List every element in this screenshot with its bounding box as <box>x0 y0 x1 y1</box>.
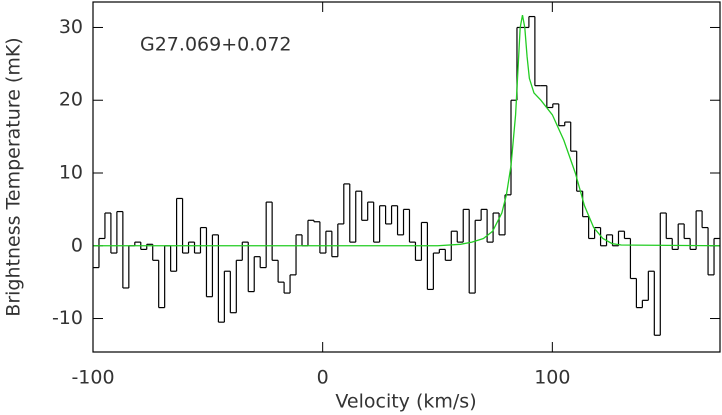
y-tick-label: 30 <box>59 16 83 38</box>
x-tick-label: 100 <box>534 367 570 389</box>
x-axis-label: Velocity (km/s) <box>335 391 476 413</box>
y-axis-label: Brightness Temperature (mK) <box>3 37 25 316</box>
y-tick-label: 20 <box>59 89 83 111</box>
fit-line <box>93 14 720 247</box>
annotation: G27.069+0.072 <box>140 34 292 56</box>
plot-area <box>93 14 720 336</box>
x-tick-label: -100 <box>71 367 114 389</box>
y-tick-label: -10 <box>52 307 83 329</box>
plot-frame <box>92 1 721 353</box>
x-tick-label: 0 <box>317 367 329 389</box>
y-tick-label: 10 <box>59 161 83 183</box>
y-tick-label: 0 <box>71 234 83 256</box>
